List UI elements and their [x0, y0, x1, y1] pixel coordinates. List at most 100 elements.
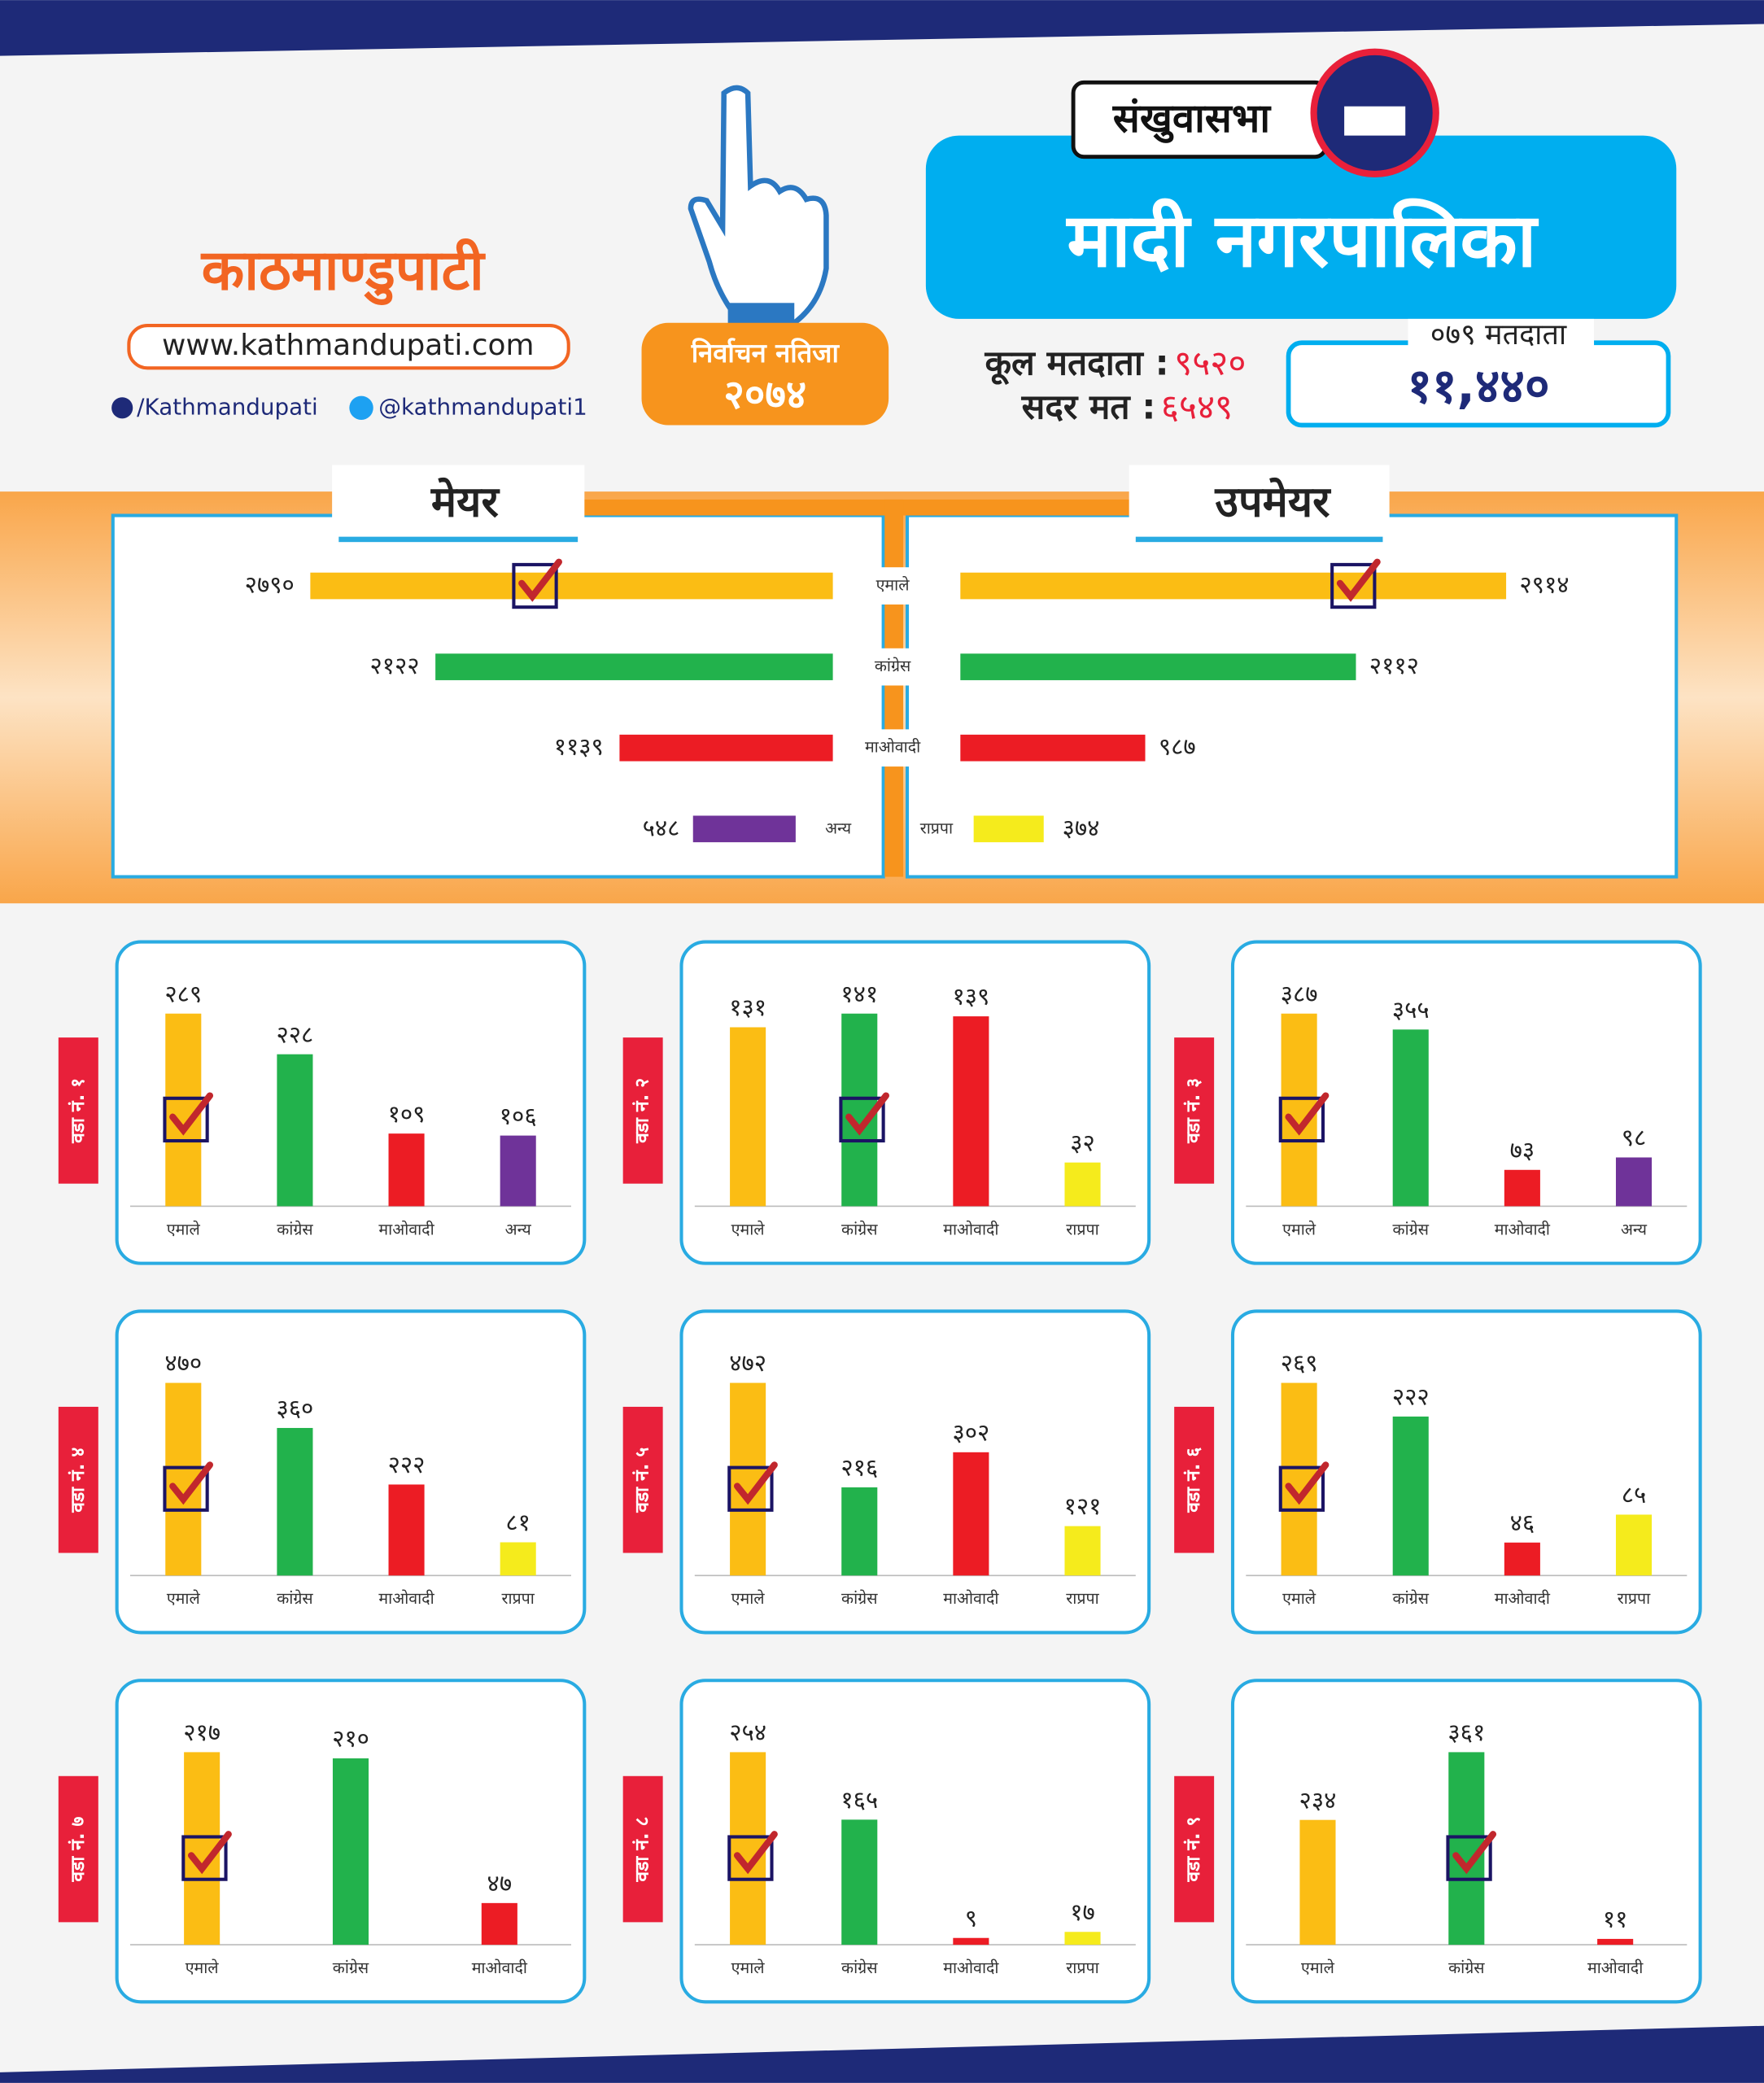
value-label: ३०२	[952, 1418, 989, 1446]
bar	[1064, 1932, 1101, 1945]
valid-votes: ६५४९	[1161, 387, 1233, 427]
category-label: एमाले	[1282, 1220, 1316, 1238]
category-label: माओवादी	[472, 1959, 528, 1977]
category-label: एमाले	[731, 1220, 766, 1238]
category-label: कांग्रेस	[1448, 1959, 1485, 1977]
voters-079-label-bg	[1408, 318, 1595, 354]
bar	[500, 1135, 536, 1207]
bar	[730, 1027, 766, 1207]
ward-title: वडा नं. ७	[68, 1816, 89, 1882]
winner-box	[163, 1096, 209, 1143]
value-label: १३१	[729, 993, 766, 1021]
value-label: ५४८	[643, 814, 680, 841]
connector-vertical	[884, 499, 904, 877]
category-label-bg	[845, 729, 941, 767]
winner-box	[727, 1835, 774, 1881]
category-label: कांग्रेस	[841, 1589, 878, 1608]
value-label: १६५	[841, 1786, 878, 1814]
value-label: २२२	[388, 1451, 426, 1478]
category-label: एमाले	[876, 576, 910, 595]
bar	[435, 653, 833, 680]
ward-panel	[1230, 1309, 1702, 1635]
ward-tab	[622, 1406, 663, 1553]
winner-tick	[1285, 1092, 1330, 1136]
bar	[388, 1484, 425, 1576]
mayor-title: मेयर	[430, 477, 500, 526]
winner-box	[839, 1096, 885, 1143]
winner-box	[727, 1465, 774, 1512]
ward-panel	[1230, 940, 1702, 1265]
category-label: एमाले	[1301, 1959, 1335, 1977]
value-label: ३५५	[1392, 996, 1430, 1024]
deputy-title: उपमेयर	[1214, 477, 1331, 526]
bar	[841, 1819, 878, 1945]
value-label: ११	[1603, 1906, 1628, 1933]
ward-title: वडा नं. ४	[68, 1448, 89, 1513]
category-label: कांग्रेस	[277, 1220, 313, 1238]
ward-panel	[679, 1309, 1151, 1635]
value-label: ३८७	[1281, 980, 1318, 1007]
value-label: २१६	[841, 1454, 878, 1482]
ward-tab	[1174, 1406, 1215, 1553]
connector	[579, 499, 1177, 516]
value-label: ४६	[1510, 1509, 1535, 1536]
bar	[841, 1487, 878, 1576]
bar	[481, 1902, 517, 1945]
value-label: २९१४	[1519, 571, 1569, 599]
winner-box	[1446, 1835, 1492, 1881]
bar	[973, 815, 1044, 843]
logo: काठमाण्डुपाटी	[200, 238, 486, 305]
value-label: ४७०	[164, 1349, 202, 1377]
ward-tab	[1174, 1037, 1215, 1184]
winner-tick	[169, 1092, 214, 1136]
winner-box	[163, 1465, 209, 1512]
winner-tick	[1452, 1831, 1497, 1875]
badge-title: निर्वाचन नतिजा	[691, 338, 841, 369]
value-label: ३२	[1070, 1129, 1095, 1156]
value-label: २३४	[1299, 1786, 1337, 1814]
bar	[1299, 1819, 1336, 1945]
twitter-icon	[349, 395, 373, 420]
category-label: कांग्रेस	[1393, 1220, 1430, 1238]
category-label: एमाले	[731, 1959, 766, 1977]
winner-box	[512, 562, 558, 609]
value-label: २२२	[1392, 1383, 1430, 1411]
category-label: माओवादी	[865, 738, 921, 757]
top-stripe	[0, 0, 1764, 56]
category-label: एमाले	[167, 1589, 201, 1608]
ward-panel	[115, 940, 587, 1265]
category-label: एमाले	[731, 1589, 766, 1608]
value-label: १४१	[841, 980, 878, 1007]
bar	[1615, 1157, 1653, 1207]
ballot-box	[1344, 106, 1406, 136]
bar	[1392, 1029, 1429, 1207]
value-label: १०६	[500, 1102, 537, 1129]
bar	[960, 572, 1507, 600]
category-label: माओवादी	[378, 1220, 434, 1238]
deputy-tab-line	[1135, 536, 1383, 543]
bar	[1392, 1416, 1429, 1576]
value-label: २२८	[277, 1020, 314, 1048]
category-label: कांग्रेस	[333, 1959, 369, 1977]
ward-tab	[58, 1406, 98, 1553]
winner-tick	[1285, 1461, 1330, 1505]
category-label: राप्रपा	[1066, 1589, 1099, 1608]
ward-panel	[679, 1679, 1151, 2004]
winner-box	[181, 1835, 228, 1881]
value-label: २११२	[1369, 652, 1419, 679]
value-label: ११३९	[554, 733, 604, 761]
badge	[641, 322, 889, 426]
total-voters: ९५२०	[1174, 344, 1246, 384]
category-label: कांग्रेस	[1393, 1589, 1430, 1608]
voters-079-label: ०७९ मतदाता	[1430, 318, 1567, 352]
category-label: राप्रपा	[920, 819, 954, 837]
winner-tick	[845, 1092, 889, 1136]
category-label-bg	[845, 567, 941, 605]
bar	[277, 1054, 313, 1207]
value-label: ३७४	[1063, 814, 1100, 841]
winner-box	[1330, 562, 1377, 609]
bar	[1064, 1162, 1101, 1207]
bar	[500, 1542, 536, 1576]
ward-panel	[115, 1309, 587, 1635]
